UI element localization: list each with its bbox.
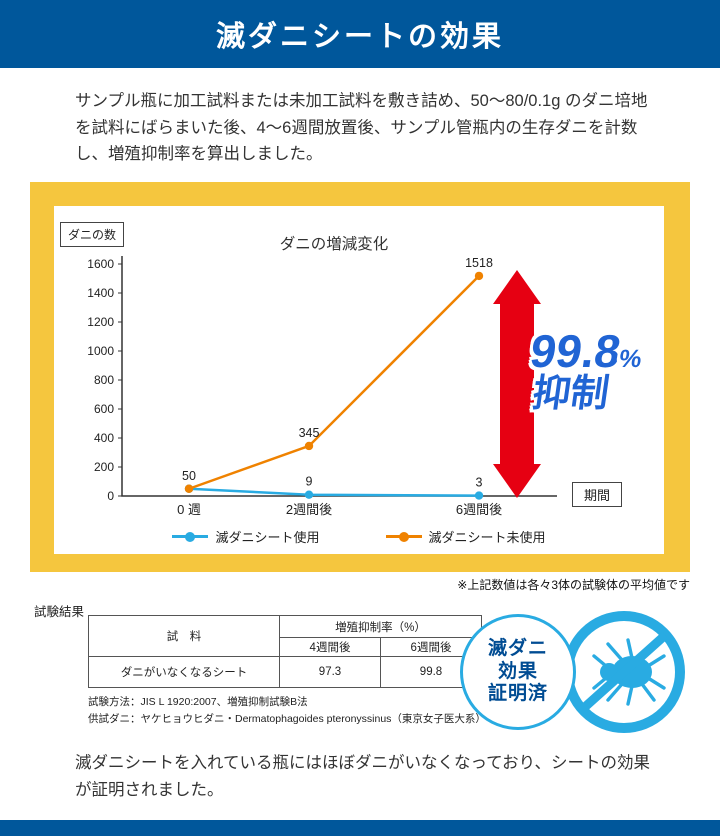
suppression-annotation: 99.8% 抑制 bbox=[522, 325, 646, 415]
legend-item-unused: 滅ダニシート未使用 bbox=[385, 527, 546, 546]
mite-line-chart: 0 200 400 600 800 1000 1200 1400 1600 0 週 2週間後 6週間後… bbox=[87, 256, 557, 517]
table-header-week4: 4週間後 bbox=[279, 637, 381, 657]
legend-item-used: 滅ダニシート使用 bbox=[172, 527, 320, 546]
table-row: ダニがいなくなるシート 97.3 99.8 bbox=[88, 656, 482, 688]
table-cell-sample-name: ダニがいなくなるシート bbox=[88, 656, 280, 688]
svg-text:1200: 1200 bbox=[87, 315, 114, 329]
x-axis-label-box: 期間 bbox=[572, 482, 623, 507]
svg-text:9: 9 bbox=[306, 475, 313, 489]
svg-text:1400: 1400 bbox=[87, 286, 114, 300]
chart-footnote: ※上記数値は各々3体の試験体の平均値です bbox=[457, 578, 690, 592]
results-table: 試 料 増殖抑制率（%） 4週間後 6週間後 ダニがいなくなるシート 97.3 … bbox=[88, 615, 482, 688]
y-axis-label-box: ダニの数 bbox=[60, 222, 125, 247]
certified-badge: 滅ダニ 効果 証明済 bbox=[460, 614, 576, 730]
chart-panel: ダニの数 ダニの増減変化 0 200 400 600 800 1000 1200 1400 16… bbox=[30, 182, 690, 572]
suppression-word: 抑制 bbox=[529, 372, 612, 415]
certified-badge-line2: 効果 bbox=[497, 660, 538, 682]
conclusion-text: 滅ダニシートを入れている瓶にはほぼダニがいなくなっており、シートの効果が証明され… bbox=[75, 754, 651, 799]
chart-area: ダニの数 ダニの増減変化 0 200 400 600 800 1000 1200 1400 16… bbox=[54, 206, 664, 554]
legend-label-unused: 滅ダニシート未使用 bbox=[428, 530, 546, 545]
svg-text:1600: 1600 bbox=[87, 257, 114, 271]
legend-label-used: 滅ダニシート使用 bbox=[215, 530, 320, 545]
svg-text:6週間後: 6週間後 bbox=[456, 502, 502, 517]
table-header-sample: 試 料 bbox=[88, 615, 280, 657]
chart-title: ダニの増減変化 bbox=[279, 236, 389, 253]
suppression-percent: 99.8% bbox=[527, 325, 644, 377]
svg-text:3: 3 bbox=[476, 476, 483, 490]
svg-text:0 週: 0 週 bbox=[177, 502, 201, 517]
results-label: 試験結果 bbox=[34, 605, 85, 619]
svg-text:50: 50 bbox=[182, 469, 196, 483]
footer-band bbox=[0, 820, 720, 836]
page-title: 滅ダニシートの効果 bbox=[215, 21, 504, 53]
test-mite-text: 供試ダニ：ヤケヒョウヒダニ・Dermatophagoides pteronyss… bbox=[88, 713, 486, 725]
svg-text:800: 800 bbox=[94, 373, 114, 387]
svg-text:1518: 1518 bbox=[465, 256, 493, 270]
svg-text:400: 400 bbox=[94, 431, 114, 445]
svg-text:1000: 1000 bbox=[87, 344, 114, 358]
no-mite-icon bbox=[563, 611, 685, 733]
chart-legend: 滅ダニシート使用 滅ダニシート未使用 bbox=[54, 527, 664, 546]
test-method-text: 試験方法：JIS L 1920:2007、増殖抑制試験B法 bbox=[88, 696, 308, 708]
svg-text:600: 600 bbox=[94, 402, 114, 416]
certified-badge-line1: 滅ダニ bbox=[487, 638, 548, 660]
certified-badge-line3: 証明済 bbox=[487, 683, 548, 705]
svg-text:200: 200 bbox=[94, 460, 114, 474]
table-header-rate: 増殖抑制率（%） bbox=[279, 615, 482, 638]
svg-text:2週間後: 2週間後 bbox=[286, 502, 332, 517]
svg-text:345: 345 bbox=[299, 426, 320, 440]
table-cell-week4-value: 97.3 bbox=[279, 656, 381, 688]
legend-marker-unused bbox=[385, 531, 422, 542]
legend-marker-used bbox=[172, 531, 209, 542]
svg-text:0: 0 bbox=[107, 489, 114, 503]
intro-text: サンプル瓶に加工試料または未加工試料を敷き詰め、50〜80/0.1g のダニ培地… bbox=[75, 92, 648, 164]
header-band: 滅ダニシートの効果 bbox=[0, 0, 720, 68]
